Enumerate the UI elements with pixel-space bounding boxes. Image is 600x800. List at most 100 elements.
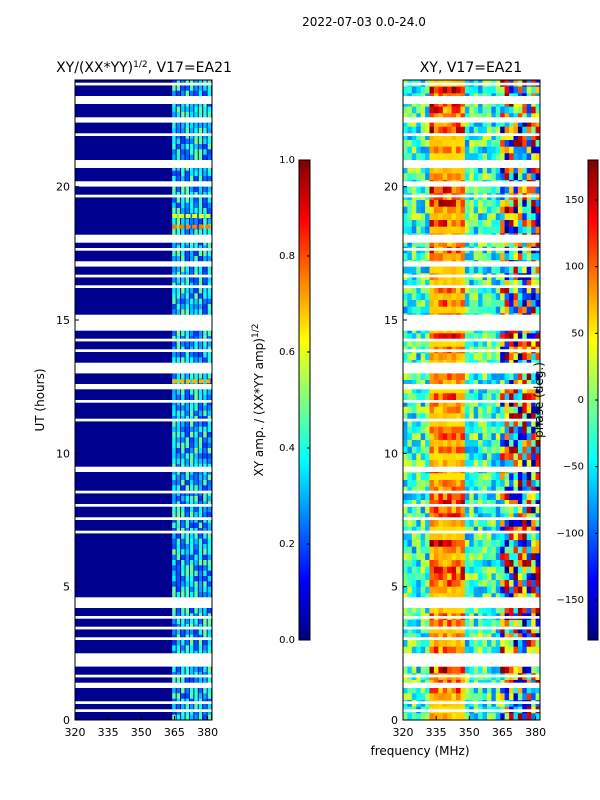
- phase-cell: [535, 200, 541, 208]
- phase-cell: [513, 606, 519, 614]
- phase-cell: [522, 560, 528, 568]
- phase-cell: [504, 440, 510, 448]
- amplitude-cell: [194, 538, 198, 545]
- amplitude-cell: [185, 640, 189, 646]
- phase-cell: [464, 353, 470, 361]
- amplitude-cell: [185, 522, 189, 529]
- x-tick-label: 365: [164, 726, 185, 739]
- phase-cell: [429, 140, 435, 148]
- phase-cell: [526, 133, 532, 141]
- phase-cell: [429, 166, 435, 174]
- phase-cell: [491, 520, 497, 528]
- amplitude-cell: [172, 474, 176, 481]
- phase-cell: [442, 540, 448, 548]
- amplitude-cell: [185, 309, 189, 315]
- phase-cell: [416, 486, 422, 494]
- x-tick-label: 320: [65, 726, 86, 739]
- amplitude-cell: [181, 170, 185, 177]
- phase-cell: [487, 106, 492, 114]
- phase-cell: [416, 426, 422, 434]
- amplitude-cell: [172, 666, 176, 673]
- phase-cell: [478, 306, 483, 314]
- blank-row: [75, 384, 212, 390]
- phase-cell: [500, 393, 505, 401]
- phase-cell: [433, 526, 439, 534]
- colorbar-tick-label: −50: [563, 462, 584, 473]
- phase-cell: [429, 173, 435, 181]
- phase-cell: [535, 693, 541, 701]
- phase-cell: [451, 486, 457, 494]
- amplitude-cell: [185, 448, 189, 454]
- phase-cell: [495, 86, 501, 94]
- phase-cell: [522, 286, 528, 294]
- phase-cell: [442, 293, 448, 301]
- amplitude-cell: [185, 496, 189, 502]
- amplitude-cell: [198, 250, 203, 257]
- phase-cell: [425, 406, 430, 414]
- blank-row: [403, 248, 540, 251]
- phase-cell: [460, 713, 466, 721]
- phase-cell: [509, 460, 514, 468]
- phase-cell: [517, 353, 523, 361]
- amplitude-cell: [176, 570, 181, 577]
- phase-cell: [495, 433, 501, 441]
- phase-cell: [526, 540, 532, 548]
- amplitude-cell: [185, 229, 189, 235]
- phase-cell: [451, 473, 457, 481]
- phase-cell: [531, 293, 536, 301]
- phase-cell: [513, 266, 519, 274]
- phase-cell: [504, 666, 510, 674]
- phase-cell: [425, 553, 430, 561]
- phase-cell: [509, 646, 514, 654]
- amplitude-cell: [176, 352, 181, 358]
- amplitude-cell: [185, 442, 189, 449]
- phase-cell: [478, 666, 483, 674]
- amplitude-cell: [207, 474, 212, 481]
- phase-cell: [425, 293, 430, 301]
- phase-cell: [460, 113, 466, 121]
- phase-cell: [491, 460, 497, 468]
- phase-cell: [473, 633, 479, 641]
- amplitude-cell: [185, 618, 189, 625]
- phase-cell: [416, 620, 422, 628]
- phase-cell: [473, 713, 479, 721]
- phase-cell: [407, 220, 413, 228]
- amplitude-cell: [176, 421, 181, 427]
- phase-cell: [420, 446, 426, 454]
- phase-cell: [509, 206, 514, 214]
- phase-cell: [517, 333, 523, 341]
- phase-cell: [500, 573, 505, 581]
- phase-cell: [464, 393, 470, 401]
- phase-cell: [425, 506, 430, 514]
- phase-cell: [429, 113, 435, 121]
- phase-cell: [469, 513, 475, 521]
- phase-cell: [517, 446, 523, 454]
- phase-cell: [473, 293, 479, 301]
- phase-cell: [526, 286, 532, 294]
- amplitude-cell: [194, 106, 198, 113]
- phase-cell: [403, 413, 408, 421]
- phase-cell: [425, 666, 430, 674]
- phase-cell: [500, 546, 505, 554]
- phase-cell: [482, 573, 488, 581]
- phase-cell: [535, 446, 541, 454]
- phase-cell: [522, 306, 528, 314]
- phase-cell: [535, 433, 541, 441]
- phase-cell: [495, 373, 501, 381]
- phase-cell: [433, 306, 439, 314]
- phase-cell: [447, 540, 452, 548]
- phase-cell: [464, 620, 470, 628]
- phase-cell: [447, 693, 452, 701]
- phase-cell: [438, 400, 444, 408]
- phase-cell: [464, 526, 470, 534]
- phase-cell: [509, 513, 514, 521]
- amplitude-cell: [172, 608, 176, 614]
- amplitude-cell: [181, 405, 185, 411]
- x-tick-label: 335: [426, 726, 447, 739]
- phase-cell: [500, 186, 505, 194]
- phase-cell: [438, 166, 444, 174]
- phase-cell: [464, 306, 470, 314]
- amplitude-cell: [189, 666, 194, 673]
- phase-cell: [478, 400, 483, 408]
- phase-cell: [442, 300, 448, 308]
